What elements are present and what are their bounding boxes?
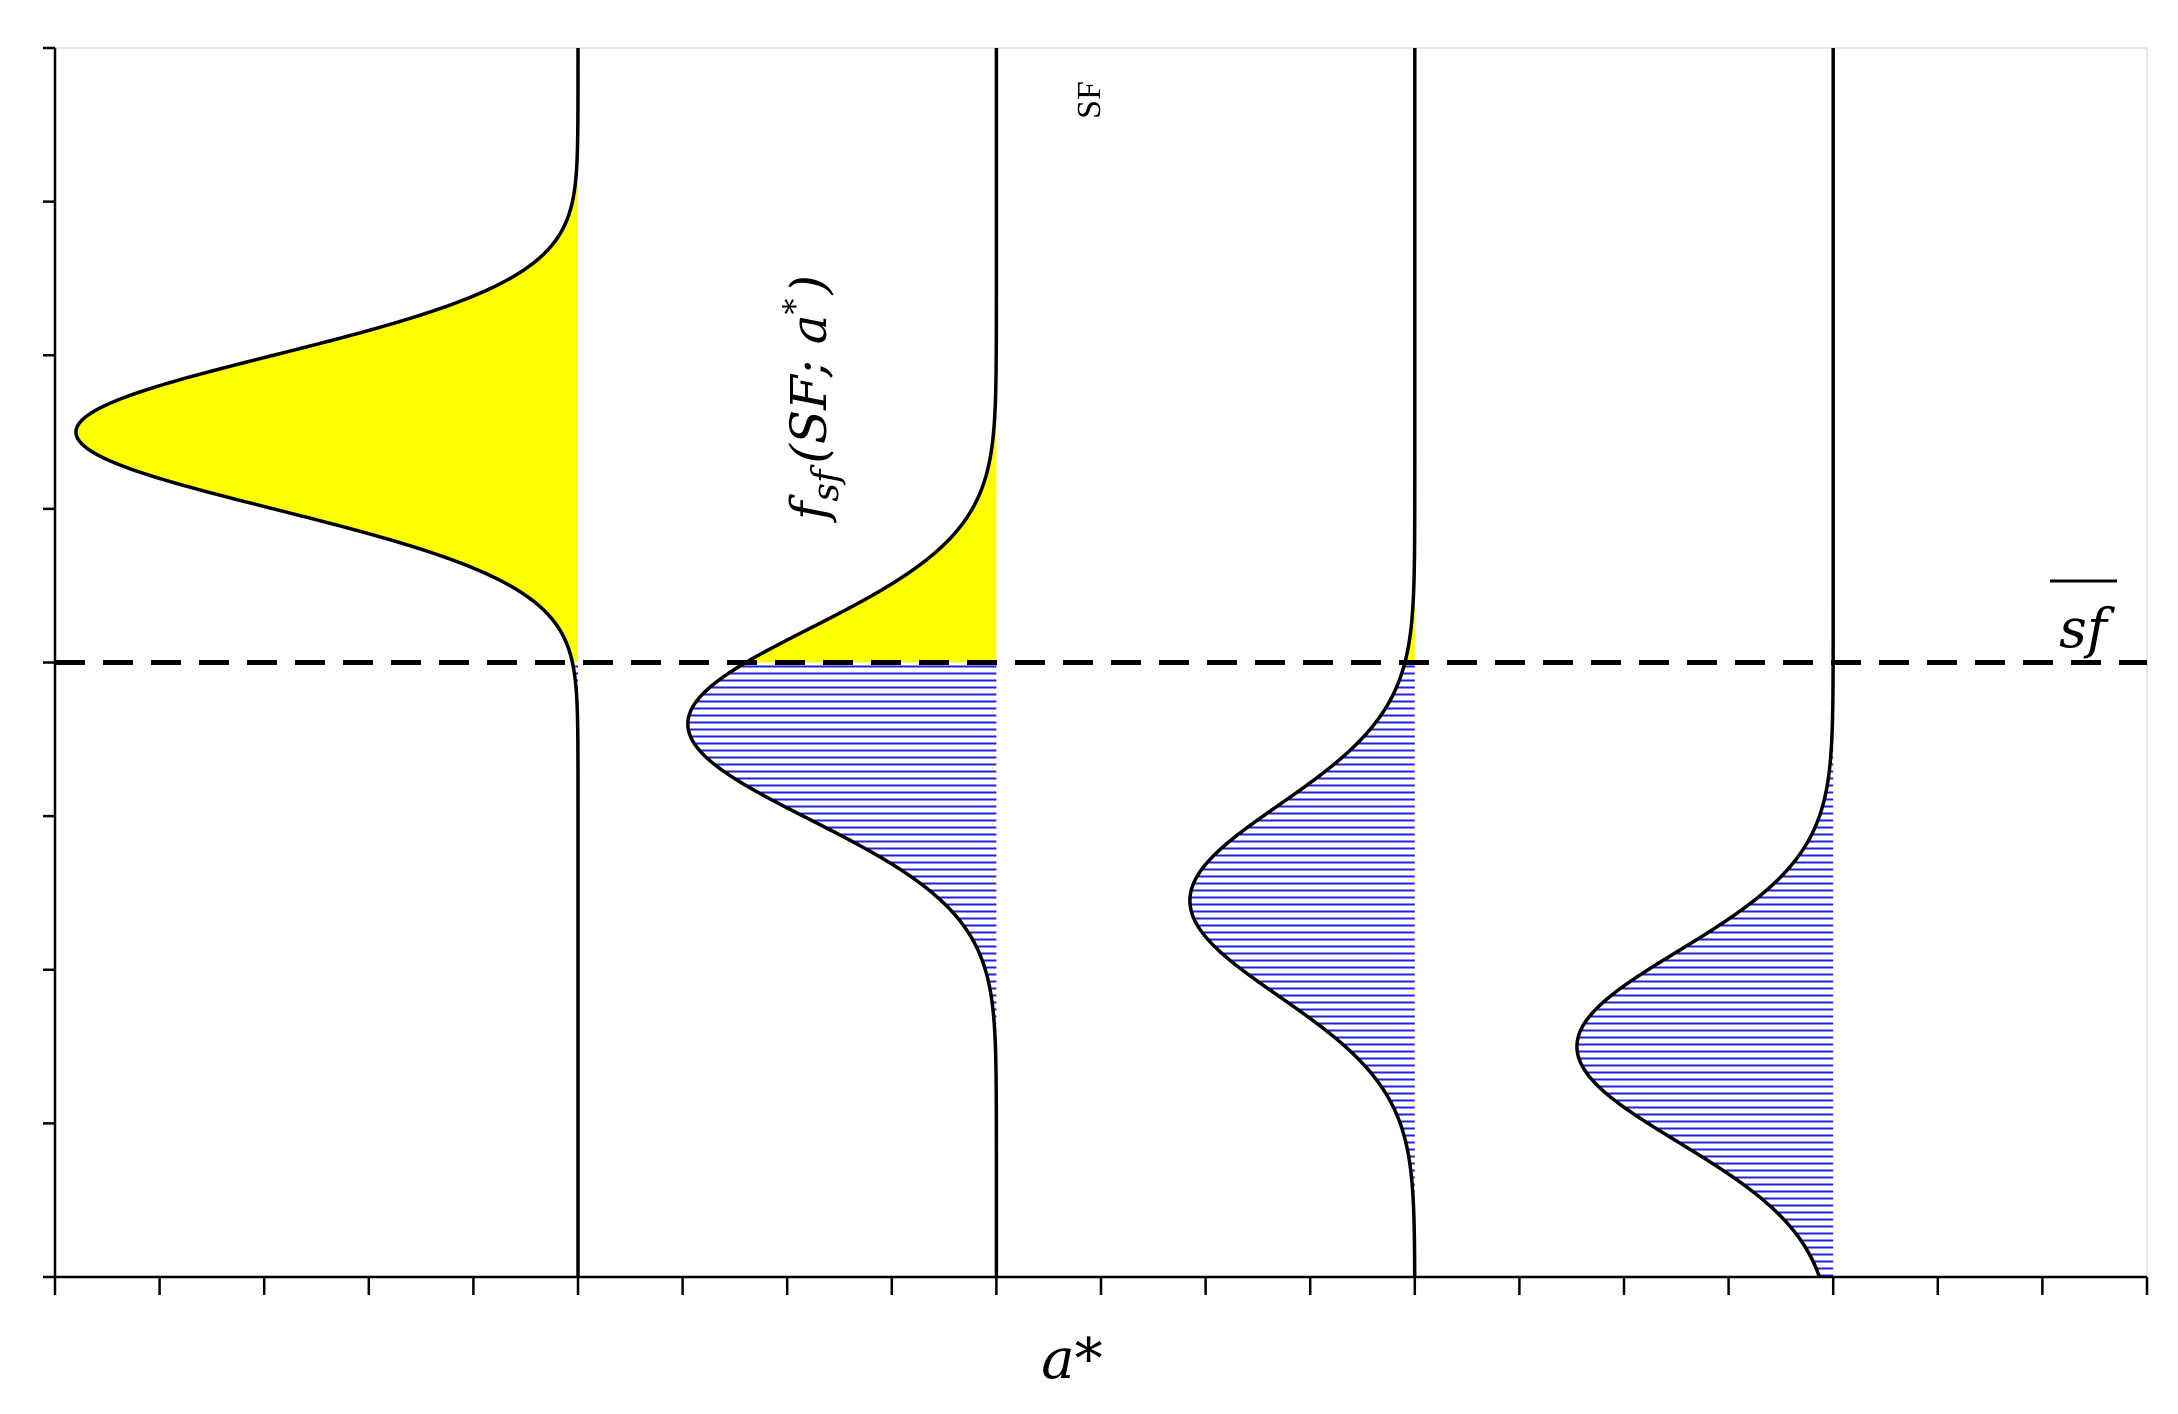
- density-label-sub: sf: [806, 464, 847, 501]
- density-label: fsf(SF; a*): [776, 275, 847, 524]
- threshold-label-text: sf: [2059, 597, 2115, 660]
- threshold-label: sf: [2050, 579, 2117, 660]
- x-axis-label: a*: [1041, 1327, 1102, 1392]
- blue-fill-4: [1576, 742, 1834, 1277]
- density-label-sup: *: [776, 298, 814, 314]
- density-label-text: fsf(SF; a*): [776, 275, 847, 524]
- yellow-fill-1: [75, 48, 578, 663]
- blue-fill-2: [687, 665, 997, 1032]
- density-label-close: ): [780, 275, 838, 296]
- yellow-fill-2: [745, 48, 997, 663]
- density-label-args: (SF; a: [780, 314, 838, 463]
- blue-fill-3: [1190, 665, 1415, 1200]
- ticks-layer: [43, 46, 2149, 1295]
- fills-layer: [75, 48, 1834, 1277]
- curve-axis-label: SF: [1071, 81, 1108, 119]
- density-curve-1: [74, 48, 580, 1277]
